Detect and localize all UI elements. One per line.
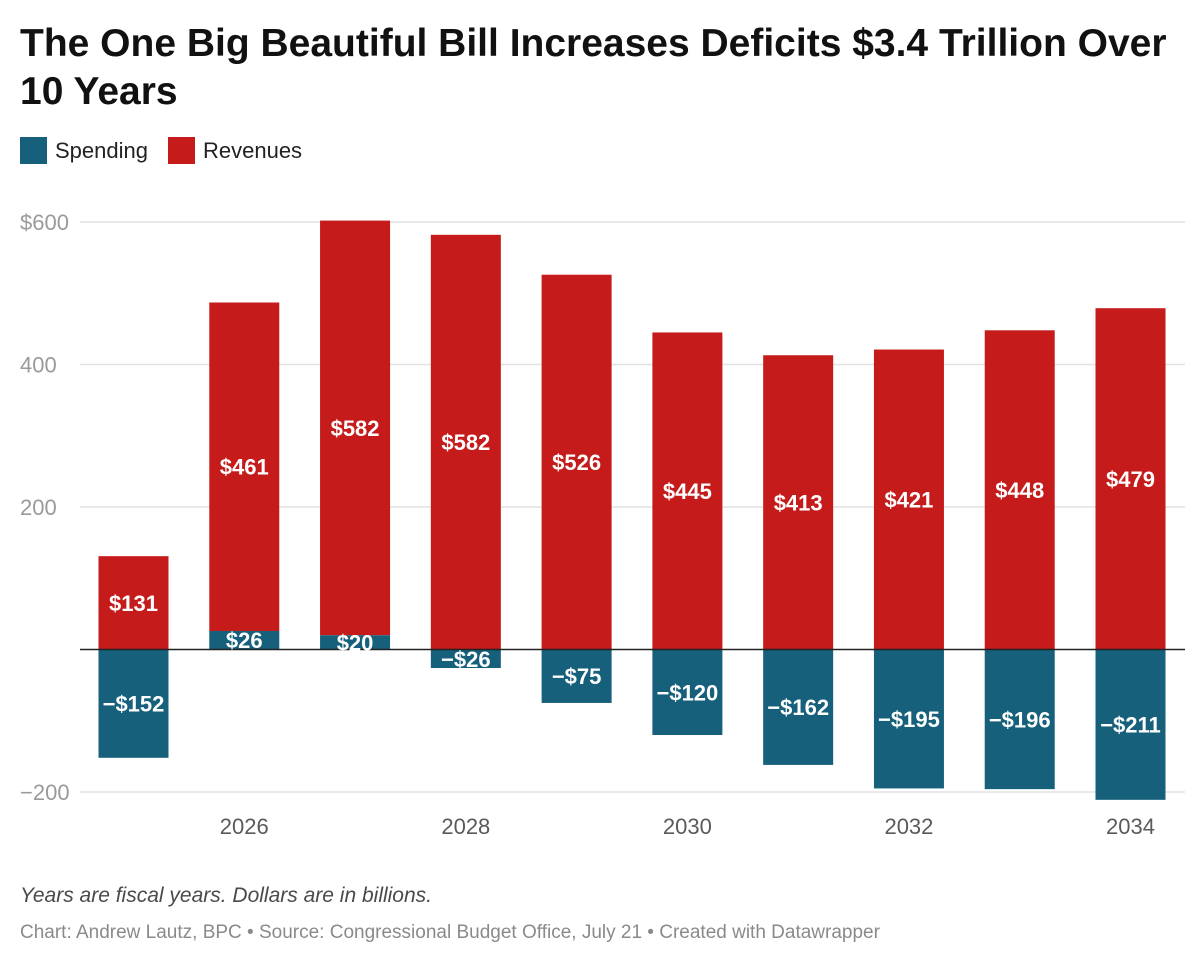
bar-revenues — [984, 330, 1055, 650]
legend: Spending Revenues — [20, 137, 322, 164]
data-label-spending: −$26 — [441, 647, 491, 672]
data-label-revenues: $479 — [1106, 467, 1155, 492]
y-tick-label: 200 — [20, 495, 57, 520]
bar-spending — [320, 635, 391, 650]
bar-revenues — [541, 274, 612, 650]
bar-revenues — [98, 556, 169, 650]
legend-swatch-spending — [20, 137, 47, 164]
bar-revenues — [1095, 308, 1166, 650]
data-label-spending: −$211 — [1100, 713, 1161, 738]
data-label-spending: −$162 — [767, 695, 829, 720]
data-label-spending: −$195 — [878, 707, 940, 732]
x-tick-label: 2028 — [441, 814, 490, 839]
bar-revenues — [873, 349, 944, 650]
data-label-spending: −$196 — [989, 707, 1051, 732]
bar-revenues — [209, 302, 280, 631]
chart-area: $600 400 200 −200 $131 −$152 $461 $26 $582 $20 $58… — [20, 210, 1185, 839]
legend-item-spending: Spending — [20, 137, 148, 164]
bar-spending — [1095, 649, 1166, 800]
legend-item-revenues: Revenues — [167, 137, 303, 164]
data-label-spending: −$152 — [103, 692, 165, 717]
x-tick-label: 2032 — [884, 814, 933, 839]
bar-spending — [652, 649, 723, 735]
data-label-revenues: $413 — [774, 490, 823, 515]
data-label-revenues: $582 — [441, 430, 490, 455]
y-tick-label: −200 — [20, 780, 70, 805]
x-tick-label: 2034 — [1106, 814, 1155, 839]
bar-spending — [873, 649, 944, 789]
bar-revenues — [763, 355, 834, 650]
bar-spending — [209, 630, 280, 650]
x-tick-label: 2030 — [663, 814, 712, 839]
bar-spending — [430, 649, 501, 669]
data-label-spending: $26 — [226, 628, 263, 653]
chart-note: Years are fiscal years. Dollars are in b… — [20, 884, 433, 907]
bar-spending — [541, 649, 612, 703]
bar-spending — [763, 649, 834, 765]
data-label-revenues: $461 — [220, 455, 269, 480]
bar-revenues — [320, 220, 391, 636]
legend-label-spending: Spending — [55, 137, 148, 163]
y-tick-label: 400 — [20, 353, 57, 378]
bar-revenues — [430, 234, 501, 650]
data-label-revenues: $526 — [552, 450, 601, 475]
bar-spending — [984, 649, 1055, 790]
bar-spending — [98, 649, 169, 758]
bar-revenues — [652, 332, 723, 650]
legend-label-revenues: Revenues — [202, 137, 303, 163]
data-label-spending: −$120 — [656, 680, 718, 705]
data-label-spending: $20 — [337, 630, 374, 655]
data-label-revenues: $421 — [884, 488, 933, 513]
data-label-revenues: $131 — [109, 591, 158, 616]
y-tick-label: $600 — [20, 210, 69, 235]
data-label-revenues: $448 — [995, 478, 1044, 503]
data-label-revenues: $445 — [663, 479, 712, 504]
chart-credit: Chart: Andrew Lautz, BPC • Source: Congr… — [20, 922, 880, 943]
legend-swatch-revenues — [167, 137, 195, 164]
data-label-revenues: $582 — [331, 416, 380, 441]
x-tick-label: 2026 — [220, 814, 269, 839]
chart-title: The One Big Beautiful Bill Increases Def… — [20, 22, 1167, 113]
data-label-spending: −$75 — [552, 664, 602, 689]
